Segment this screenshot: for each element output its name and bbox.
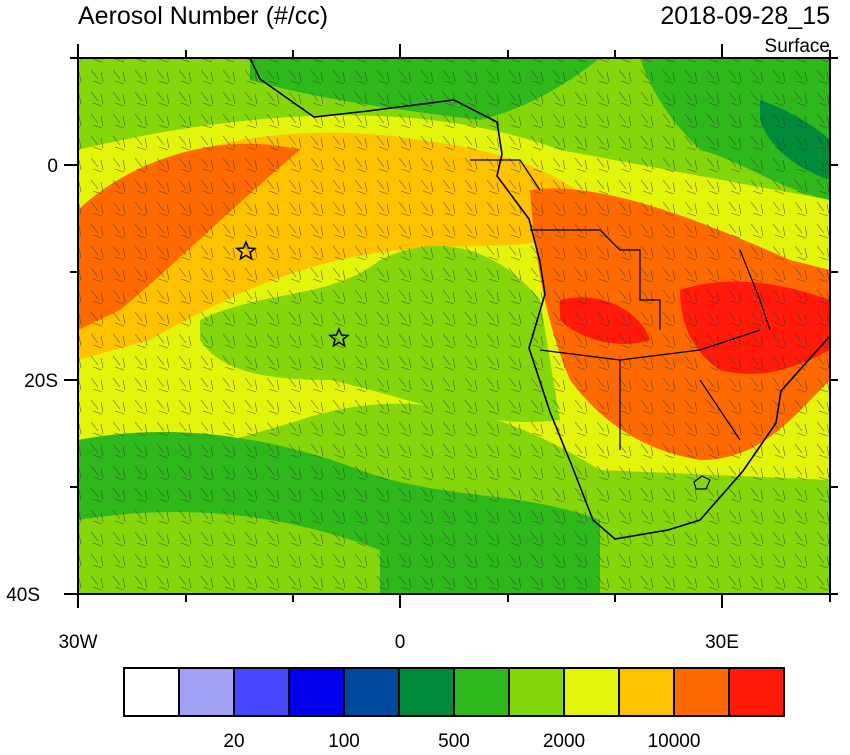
colorbar-box bbox=[508, 667, 565, 717]
level: Surface bbox=[765, 36, 830, 57]
lon-label: 0 bbox=[395, 632, 406, 653]
colorbar-label: 2000 bbox=[543, 731, 585, 750]
colorbar-box bbox=[453, 667, 510, 717]
time: 2018-09-28_15 bbox=[660, 2, 830, 30]
lon-label: 30E bbox=[705, 632, 739, 653]
colorbar-box bbox=[178, 667, 235, 717]
colorbar-box bbox=[673, 667, 730, 717]
colorbar-box bbox=[398, 667, 455, 717]
map-field bbox=[78, 58, 830, 594]
colorbar-box bbox=[563, 667, 620, 717]
ticks bbox=[64, 44, 838, 608]
colorbar-box bbox=[728, 667, 785, 717]
lon-label: 30W bbox=[58, 632, 97, 653]
colorbar-label: 500 bbox=[438, 731, 470, 750]
colorbar-label: 20 bbox=[223, 731, 244, 750]
lat-label: 20S bbox=[24, 371, 58, 392]
colorbar-label: 100 bbox=[328, 731, 360, 750]
map-frame bbox=[77, 57, 831, 595]
title: Aerosol Number (#/cc) bbox=[78, 2, 328, 30]
colorbar-box bbox=[288, 667, 345, 717]
colorbar-box bbox=[123, 667, 180, 717]
lat-label: 0 bbox=[47, 156, 58, 177]
colorbar-box bbox=[618, 667, 675, 717]
colorbar: 20 100 500 2000 10000 bbox=[123, 667, 785, 752]
colorbar-box bbox=[233, 667, 290, 717]
colorbar-label: 10000 bbox=[648, 731, 701, 750]
lat-label: 40S bbox=[6, 585, 40, 606]
colorbar-box bbox=[343, 667, 400, 717]
